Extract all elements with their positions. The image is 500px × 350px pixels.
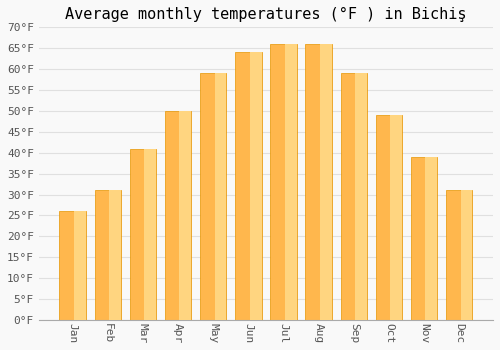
Bar (144, 148, 156, 320)
Bar (320, 44, 332, 320)
Bar (250, 52, 262, 320)
Bar (200, 73, 226, 320)
Bar (376, 115, 402, 320)
Bar (270, 44, 296, 320)
Bar (411, 157, 438, 320)
Bar (426, 157, 438, 320)
Bar (306, 44, 332, 320)
Bar (74, 211, 86, 320)
Bar (235, 52, 262, 320)
Bar (60, 211, 86, 320)
Bar (285, 44, 296, 320)
Title: Average monthly temperatures (°F ) in Bichiş: Average monthly temperatures (°F ) in Bi… (65, 7, 466, 22)
Bar (109, 190, 121, 320)
Bar (130, 148, 156, 320)
Bar (214, 73, 226, 320)
Bar (94, 190, 121, 320)
Bar (340, 73, 367, 320)
Bar (165, 111, 191, 320)
Bar (460, 190, 472, 320)
Bar (180, 111, 191, 320)
Bar (446, 190, 472, 320)
Bar (355, 73, 367, 320)
Bar (390, 115, 402, 320)
